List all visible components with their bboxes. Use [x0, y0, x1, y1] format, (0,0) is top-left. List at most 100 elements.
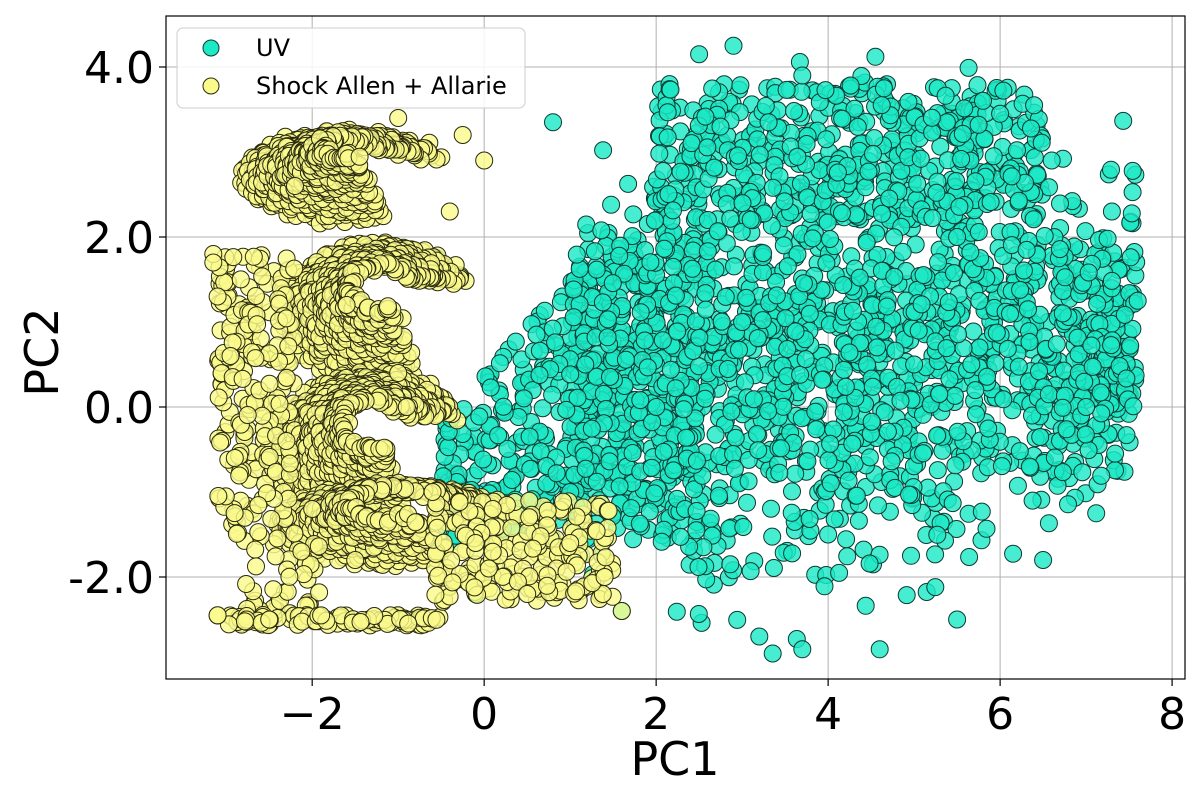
uv-point	[744, 390, 763, 409]
uv-point	[977, 519, 996, 538]
uv-point	[1088, 294, 1107, 313]
uv-point	[689, 357, 708, 376]
uv-point	[817, 254, 836, 273]
uv-point	[764, 559, 783, 577]
uv-point	[585, 242, 604, 261]
uv-point	[834, 276, 853, 294]
uv-point	[1073, 463, 1092, 482]
uv-point	[928, 461, 947, 480]
uv-point	[667, 602, 686, 621]
uv-point	[587, 472, 606, 491]
uv-point	[1117, 369, 1136, 388]
uv-point	[923, 209, 942, 228]
uv-point	[1022, 119, 1040, 138]
uv-point	[834, 403, 853, 422]
uv-point	[909, 321, 928, 340]
uv-point	[815, 577, 834, 596]
uv-point	[873, 204, 891, 223]
uv-point	[668, 322, 687, 341]
uv-point	[843, 301, 862, 320]
uv-point	[594, 384, 613, 403]
uv-point	[905, 355, 924, 374]
uv-point	[880, 189, 899, 208]
uv-point	[869, 496, 887, 515]
uv-point	[1039, 514, 1058, 533]
uv-point	[872, 96, 891, 115]
uv-point	[847, 486, 866, 505]
uv-point	[1123, 161, 1142, 180]
uv-point	[994, 81, 1013, 100]
uv-point	[860, 448, 879, 467]
uv-point	[926, 545, 945, 564]
uv-point	[544, 113, 562, 132]
uv-point	[841, 76, 860, 95]
uv-point	[1117, 426, 1136, 445]
uv-point	[547, 464, 566, 483]
uv-point	[1002, 167, 1021, 186]
uv-point	[860, 554, 879, 573]
uv-points	[427, 36, 1147, 663]
uv-point	[1114, 111, 1133, 130]
uv-point	[1082, 336, 1101, 355]
uv-point	[535, 301, 554, 320]
uv-point	[631, 391, 650, 410]
uv-point	[819, 451, 838, 470]
uv-point	[689, 558, 708, 576]
uv-point	[600, 452, 619, 471]
uv-point	[1121, 248, 1140, 267]
uv-point	[658, 103, 677, 122]
uv-point	[866, 47, 885, 66]
uv-point	[1083, 357, 1102, 376]
uv-point	[577, 215, 596, 234]
uv-point	[984, 147, 1003, 166]
uv-point	[992, 457, 1011, 476]
uv-point	[724, 36, 743, 55]
uv-point	[987, 323, 1006, 342]
uv-point	[647, 398, 666, 416]
uv-point	[712, 312, 731, 331]
uv-point	[981, 193, 1000, 211]
uv-point	[1121, 336, 1140, 355]
uv-point	[1008, 141, 1026, 160]
uv-point	[792, 82, 811, 101]
uv-point	[439, 438, 458, 457]
uv-point	[929, 253, 947, 272]
uv-point	[762, 499, 780, 518]
shock-point	[378, 297, 397, 316]
uv-point	[878, 422, 897, 441]
uv-point	[777, 80, 796, 99]
uv-point	[638, 358, 657, 377]
uv-point	[567, 245, 586, 264]
uv-point	[503, 471, 521, 489]
shock-point	[375, 438, 394, 457]
uv-point	[774, 236, 793, 255]
uv-point	[775, 192, 794, 211]
uv-point	[759, 113, 778, 132]
uv-point	[867, 317, 886, 336]
uv-point	[959, 58, 978, 77]
uv-point	[948, 610, 967, 629]
uv-point	[863, 377, 882, 396]
uv-point	[642, 458, 661, 477]
uv-point	[1124, 397, 1143, 416]
uv-point	[652, 532, 671, 551]
uv-point	[833, 204, 851, 223]
uv-point	[722, 402, 741, 421]
uv-point	[947, 520, 966, 538]
uv-point	[514, 389, 533, 408]
uv-point	[1010, 442, 1029, 461]
uv-point	[683, 259, 702, 278]
uv-point	[754, 244, 773, 263]
uv-point	[946, 386, 964, 405]
uv-point	[960, 548, 979, 566]
uv-point	[706, 260, 725, 279]
uv-point	[947, 172, 966, 190]
uv-point	[602, 195, 621, 214]
uv-point	[635, 331, 654, 350]
uv-point	[1092, 466, 1111, 485]
uv-point	[966, 172, 985, 191]
uv-point	[470, 407, 489, 426]
uv-point	[798, 188, 817, 207]
uv-point	[661, 80, 680, 99]
uv-point	[794, 274, 813, 293]
